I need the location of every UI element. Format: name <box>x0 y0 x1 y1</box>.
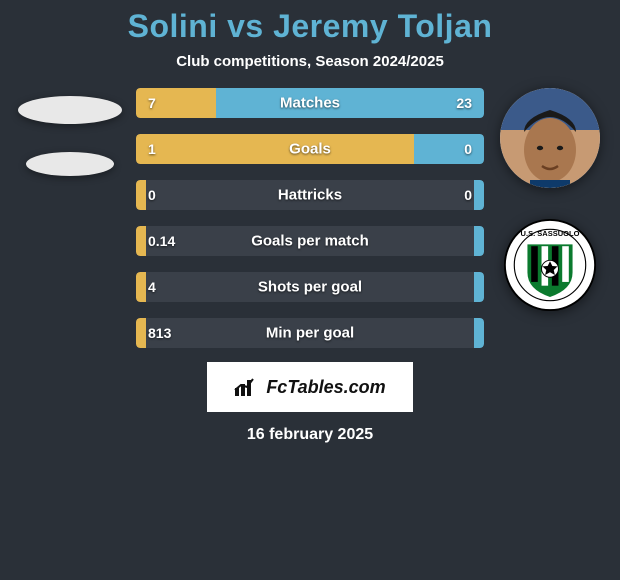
stat-label: Shots per goal <box>136 279 484 296</box>
stat-value-right: 0 <box>464 187 472 203</box>
stat-bar-left <box>136 134 414 164</box>
stat-value-left: 0 <box>148 187 156 203</box>
stat-bar-left <box>136 180 146 210</box>
right-player-avatar <box>500 88 600 188</box>
page-title: Solini vs Jeremy Toljan <box>128 8 493 45</box>
stat-value-left: 1 <box>148 141 156 157</box>
left-player-avatar-placeholder <box>18 96 122 124</box>
svg-text:U.S. SASSUOLO: U.S. SASSUOLO <box>521 229 580 238</box>
branding-badge: FcTables.com <box>207 362 413 412</box>
stat-value-left: 0.14 <box>148 233 175 249</box>
stat-bar-right <box>474 180 484 210</box>
stat-value-right: 0 <box>464 141 472 157</box>
branding-text: FcTables.com <box>266 377 385 398</box>
stat-value-left: 4 <box>148 279 156 295</box>
comparison-row: 7Matches231Goals00Hattricks00.14Goals pe… <box>0 88 620 348</box>
stat-label: Min per goal <box>136 325 484 342</box>
branding-chart-icon <box>234 376 260 398</box>
stat-bar-right <box>474 318 484 348</box>
stat-row: 0.14Goals per match <box>136 226 484 256</box>
stat-value-right: 23 <box>456 95 472 111</box>
stat-bar-left <box>136 226 146 256</box>
stat-label: Hattricks <box>136 187 484 204</box>
left-club-badge-placeholder <box>26 152 114 176</box>
stat-label: Goals per match <box>136 233 484 250</box>
stat-value-left: 7 <box>148 95 156 111</box>
date-line: 16 february 2025 <box>247 426 373 444</box>
stat-bar-left <box>136 272 146 302</box>
stat-row: 7Matches23 <box>136 88 484 118</box>
stat-value-left: 813 <box>148 325 171 341</box>
right-player-col: U.S. SASSUOLO <box>490 88 610 312</box>
stat-bar-right <box>474 226 484 256</box>
comparison-card: Solini vs Jeremy Toljan Club competition… <box>0 0 620 580</box>
stat-rows: 7Matches231Goals00Hattricks00.14Goals pe… <box>130 88 490 348</box>
stat-row: 0Hattricks0 <box>136 180 484 210</box>
stat-bar-right <box>414 134 484 164</box>
page-subtitle: Club competitions, Season 2024/2025 <box>176 53 444 70</box>
stat-bar-right <box>216 88 484 118</box>
stat-bar-right <box>474 272 484 302</box>
stat-row: 1Goals0 <box>136 134 484 164</box>
stat-row: 4Shots per goal <box>136 272 484 302</box>
right-club-badge: U.S. SASSUOLO <box>503 218 597 312</box>
left-player-col <box>10 88 130 176</box>
stat-row: 813Min per goal <box>136 318 484 348</box>
stat-bar-left <box>136 318 146 348</box>
